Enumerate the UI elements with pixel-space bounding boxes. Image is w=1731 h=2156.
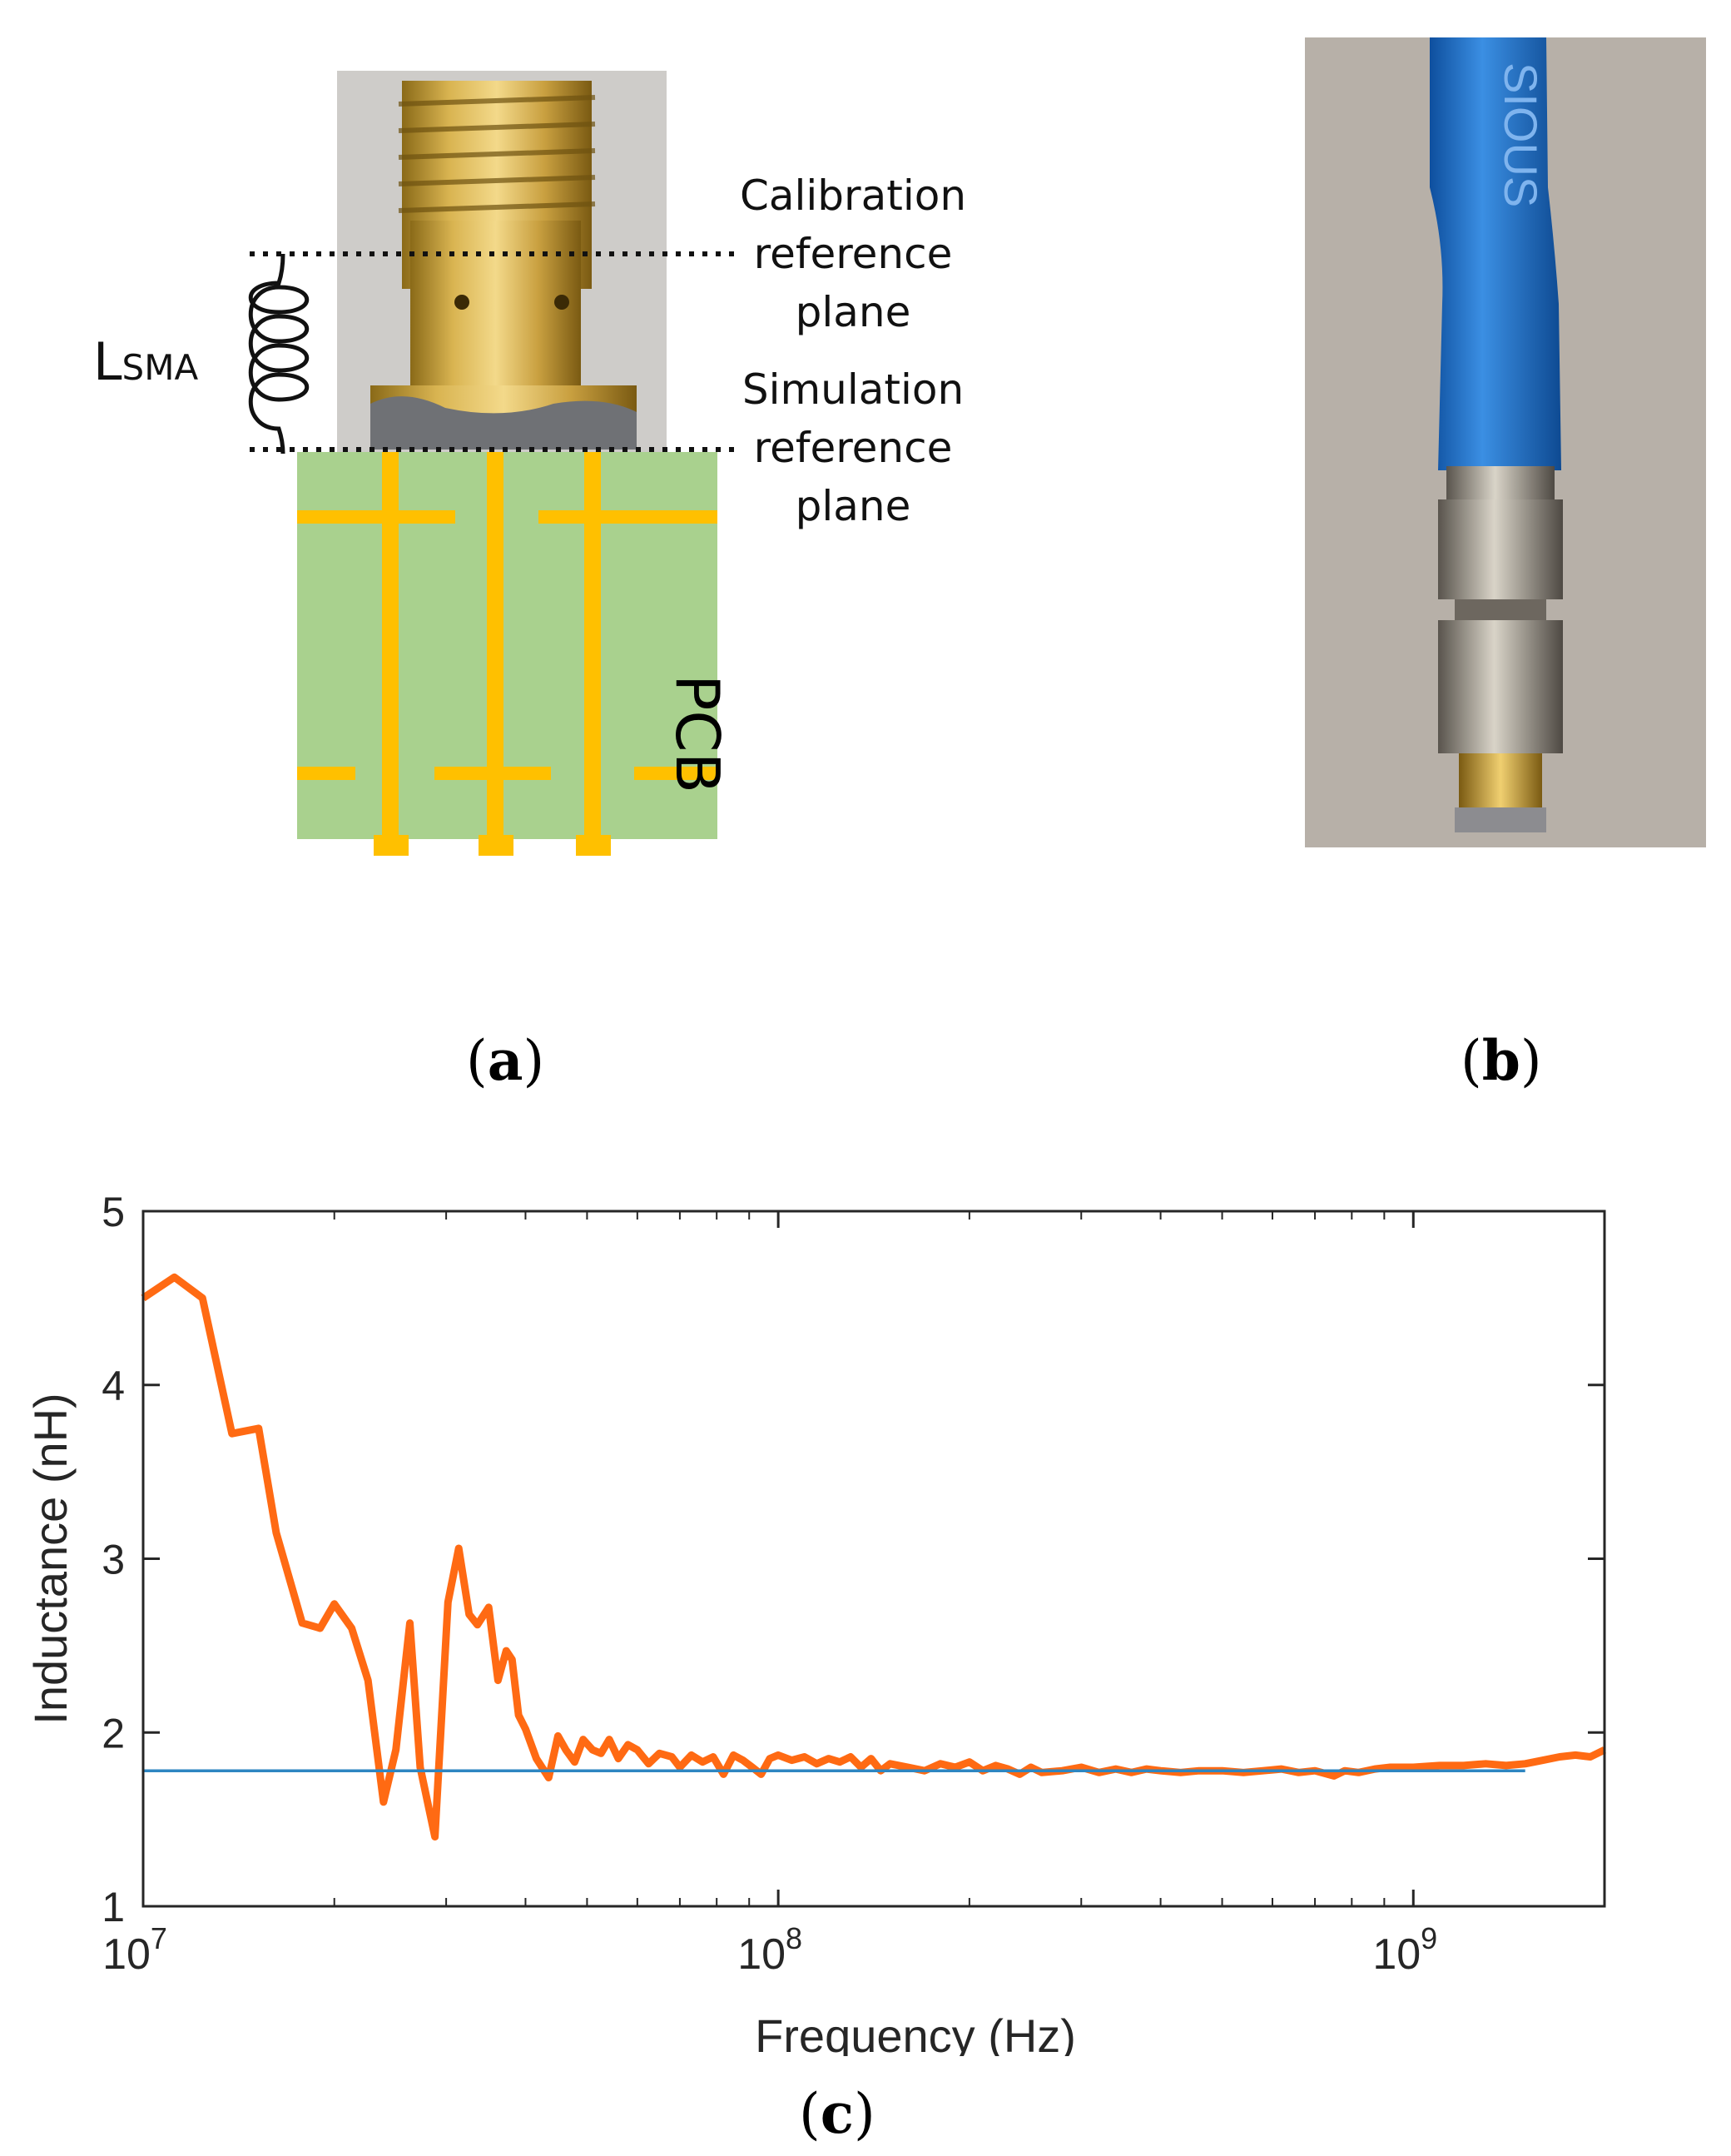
pcb-via-left	[382, 452, 399, 856]
inductance-label: LSMA	[93, 333, 198, 397]
calibration-text-1: Calibration	[739, 171, 967, 220]
plot-frame	[141, 1210, 1606, 1908]
simulation-text-2: reference	[753, 424, 953, 472]
pcb-via-center	[487, 452, 503, 856]
calibration-text-3: plane	[795, 288, 911, 336]
x-axis-label: Frequency (Hz)	[755, 2009, 1076, 2056]
reference-lines	[250, 251, 737, 452]
series-measured-inductance	[141, 1273, 1606, 1841]
pcb-diagram	[297, 452, 717, 856]
simulation-text-3: plane	[795, 482, 911, 530]
calibration-text-2: reference	[753, 230, 953, 278]
caption-c-letter: c	[820, 2081, 854, 2146]
caption-b-letter: b	[1481, 1028, 1520, 1093]
y-tick-label: 3	[102, 1537, 125, 1583]
x-tick-label: 107	[102, 1921, 167, 1979]
inductance-chart: 1 2 3 4 5 107 108 109 Frequency (Hz) Inductance (…	[24, 1189, 1606, 2056]
pcb-board	[297, 452, 717, 839]
caption-a-letter: a	[487, 1028, 523, 1093]
y-axis-label: Inductance (nH)	[24, 1393, 77, 1724]
y-tick-label: 5	[102, 1189, 125, 1235]
y-tick-label: 1	[102, 1884, 125, 1930]
y-tick-label: 2	[102, 1710, 125, 1756]
x-tick-label: 108	[737, 1921, 802, 1979]
simulation-text-1: Simulation	[742, 365, 965, 414]
simulation-plane-label: Simulation reference plane	[724, 360, 982, 535]
x-tick-label: 109	[1372, 1921, 1437, 1979]
caption-c: (c)	[799, 2081, 875, 2146]
calibration-plane-label: Calibration reference plane	[724, 166, 982, 341]
pcb-via-right	[584, 452, 601, 856]
cable-connector-photo: SIOUS	[1305, 37, 1706, 847]
inductor-symbol	[248, 253, 309, 455]
y-tick-label: 4	[102, 1363, 125, 1409]
cable-brand-text: SIOUS	[1495, 62, 1547, 207]
pcb-label: PCB	[662, 674, 732, 794]
sma-connector-photo	[337, 71, 667, 458]
label-L: L	[93, 331, 122, 392]
caption-b: (b)	[1461, 1028, 1542, 1093]
caption-a: (a)	[466, 1028, 545, 1093]
label-sma-subscript: SMA	[122, 347, 199, 388]
